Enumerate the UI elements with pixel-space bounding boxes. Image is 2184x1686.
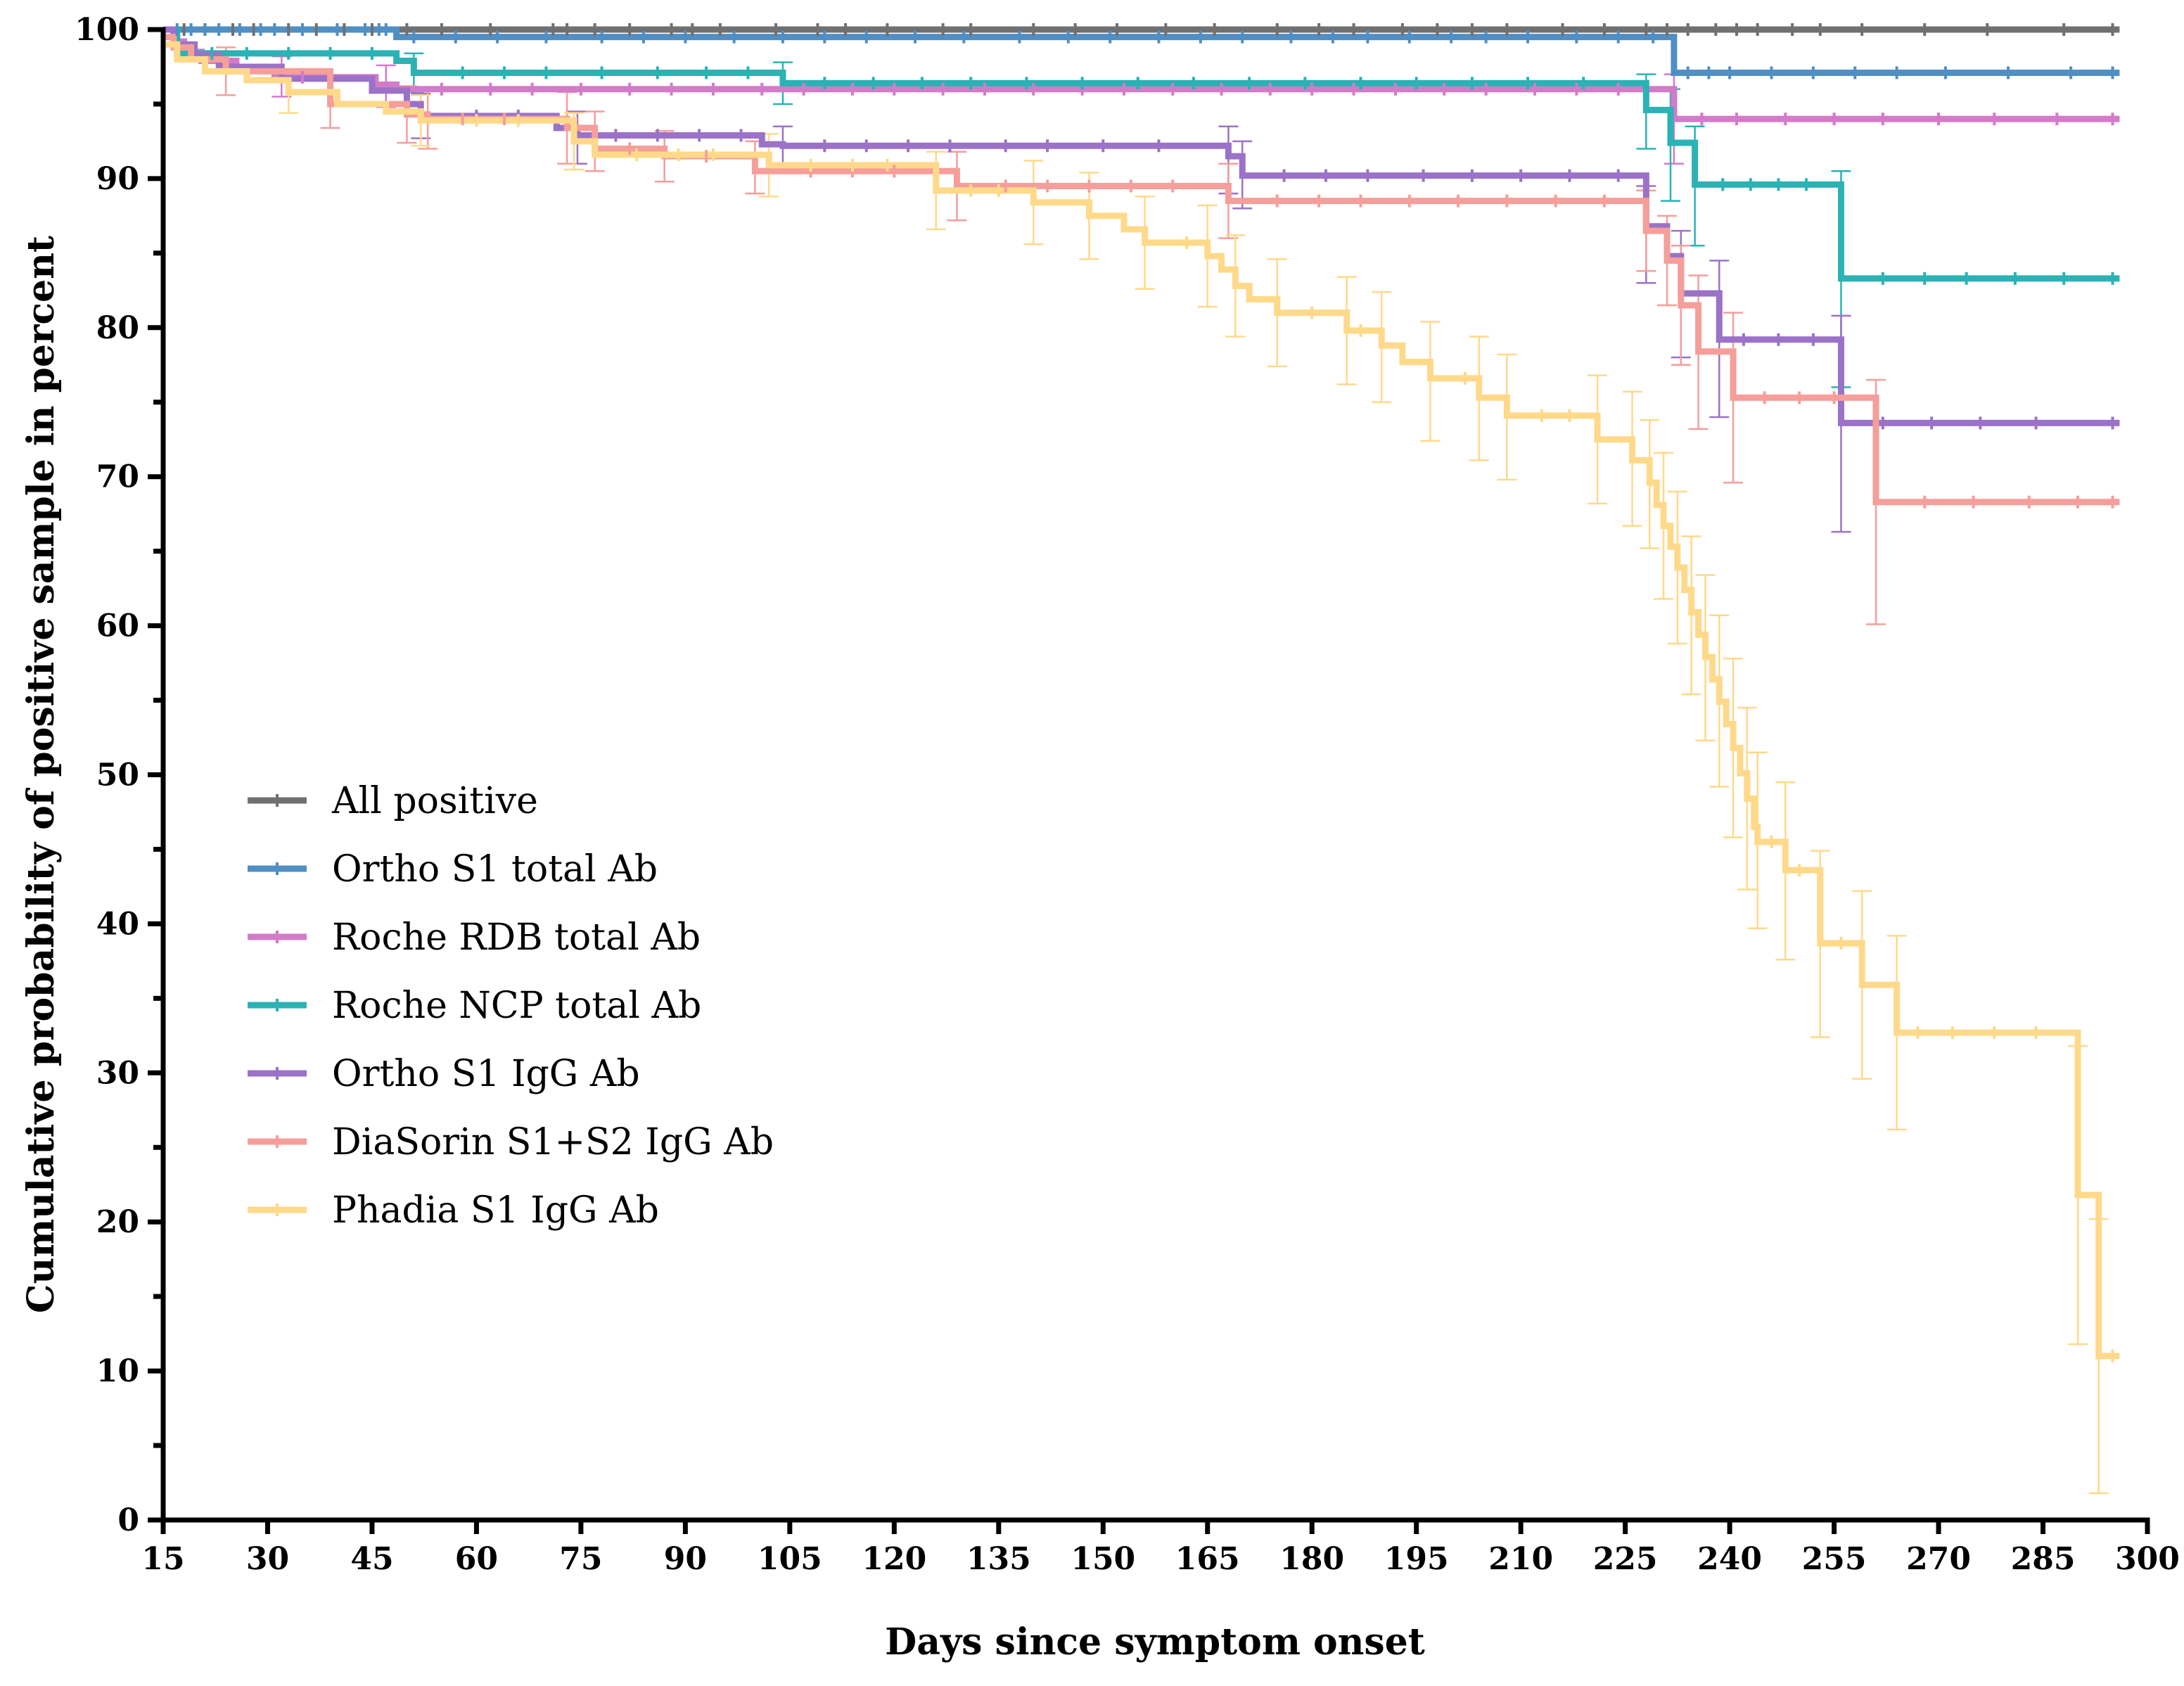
y-tick-label: 10 (96, 1353, 139, 1389)
censor-ticks-layer (175, 23, 2114, 1362)
x-tick-label: 60 (455, 1541, 498, 1577)
y-tick-label: 50 (96, 758, 139, 793)
legend: All positive Ortho S1 total Ab Roche RDB t… (248, 780, 774, 1232)
series-lines-layer (163, 26, 2120, 1360)
y-tick-label: 0 (117, 1502, 139, 1538)
x-axis-label: Days since symptom onset (885, 1621, 1425, 1663)
error-bars-layer (216, 46, 2109, 1495)
y-tick-label: 70 (96, 459, 139, 495)
legend-label-ortho-s1-total-ab: Ortho S1 total Ab (332, 848, 658, 890)
x-tick-label: 30 (246, 1541, 289, 1577)
x-tick-label: 90 (664, 1541, 707, 1577)
y-tick-label: 90 (96, 161, 139, 197)
legend-label-phadia-s1-igg-ab: Phadia S1 IgG Ab (332, 1189, 659, 1232)
x-tick-label: 45 (350, 1541, 393, 1577)
axes-layer (160, 27, 2150, 1523)
x-tick-label: 75 (559, 1541, 602, 1577)
x-tick-label: 165 (1175, 1541, 1240, 1577)
y-tick-label: 100 (75, 12, 139, 48)
x-tick-label: 195 (1384, 1541, 1449, 1577)
legend-label-diasorin-s1-s2-igg-ab: DiaSorin S1+S2 IgG Ab (332, 1121, 774, 1163)
axis-ticks-layer: 15 30 45 60 75 90 105 120 135 150 165 180 195 210 225 2… (75, 12, 2180, 1577)
y-tick-label: 40 (96, 906, 139, 942)
x-tick-label: 255 (1802, 1541, 1867, 1577)
x-tick-label: 225 (1593, 1541, 1658, 1577)
x-tick-label: 285 (2011, 1541, 2076, 1577)
x-tick-label: 270 (1906, 1541, 1971, 1577)
ortho-s1-igg-ab-line (163, 26, 2120, 426)
x-tick-label: 210 (1488, 1541, 1553, 1577)
x-tick-label: 105 (758, 1541, 822, 1577)
y-tick-label: 60 (96, 608, 139, 644)
y-tick-label: 80 (96, 310, 139, 346)
y-tick-label: 20 (96, 1204, 139, 1240)
diasorin-s1-s2-igg-ab-line (163, 34, 2120, 506)
legend-label-roche-rdb-total-ab: Roche RDB total Ab (332, 917, 701, 959)
roche-ncp-total-ab-line (163, 26, 2120, 282)
x-tick-label: 240 (1697, 1541, 1762, 1577)
y-tick-label: 30 (96, 1055, 139, 1091)
x-tick-label: 15 (141, 1541, 184, 1577)
x-tick-label: 120 (862, 1541, 926, 1577)
x-tick-label: 150 (1071, 1541, 1135, 1577)
legend-label-roche-ncp-total-ab: Roche NCP total Ab (332, 985, 701, 1027)
phadia-s1-igg-ab-line (163, 41, 2120, 1360)
x-tick-label: 135 (966, 1541, 1031, 1577)
y-axis-label: Cumulative probability of positive sampl… (20, 236, 63, 1313)
x-tick-label: 300 (2115, 1541, 2180, 1577)
legend-label-ortho-s1-igg-ab: Ortho S1 IgG Ab (332, 1053, 640, 1095)
x-tick-label: 180 (1279, 1541, 1344, 1577)
legend-label-all-positive: All positive (331, 780, 538, 822)
ortho-s1-total-ab-line (163, 26, 2120, 76)
